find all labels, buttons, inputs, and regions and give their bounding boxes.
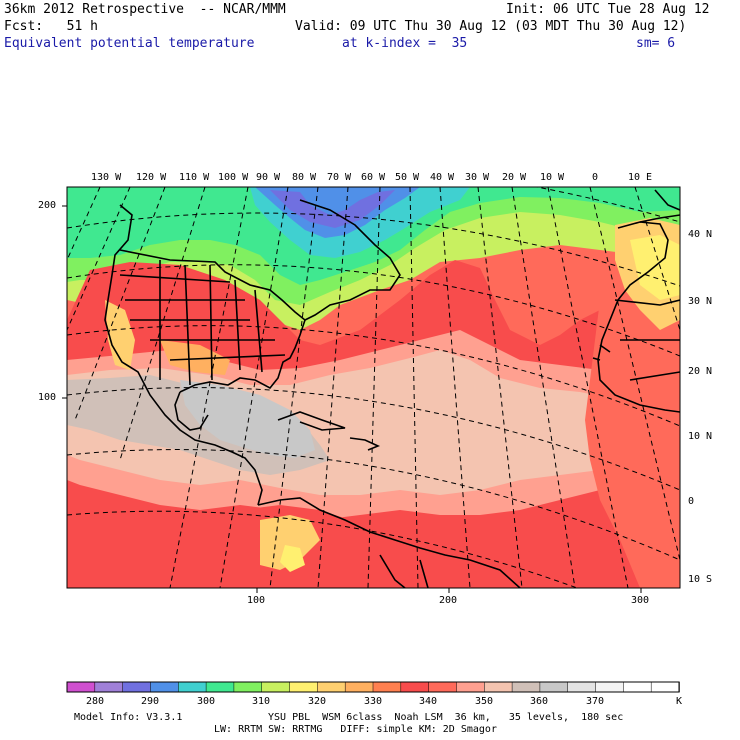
grid-label-bottom-200: 200	[439, 595, 458, 606]
colorbar-swatch	[178, 681, 207, 693]
smoothing-info: sm= 6	[636, 36, 676, 51]
lon-label-80w: 80 W	[292, 172, 317, 183]
field-name: Equivalent potential temperature	[4, 36, 255, 51]
colorbar-swatch	[261, 681, 291, 693]
colorbar-label-360: 360	[530, 696, 549, 707]
colorbar-swatch	[511, 681, 541, 693]
colorbar-swatch	[289, 681, 319, 693]
lon-label-30w: 30 W	[465, 172, 490, 183]
lon-label-20w: 20 W	[502, 172, 527, 183]
lat-lon-grid	[67, 187, 680, 588]
lon-label-50w: 50 W	[395, 172, 420, 183]
lon-label-10e: 10 E	[628, 172, 653, 183]
colorbar-swatch	[567, 681, 597, 693]
colorbar-swatch	[66, 681, 96, 693]
lon-label-100w: 100 W	[218, 172, 249, 183]
colorbar-swatch	[344, 681, 374, 693]
lon-label-0: 0	[592, 172, 599, 183]
colorbar-label-310: 310	[252, 696, 271, 707]
lat-label-10n: 10 N	[688, 431, 713, 442]
colorbar-swatch	[317, 681, 346, 693]
lon-label-90w: 90 W	[256, 172, 281, 183]
lon-label-120w: 120 W	[136, 172, 167, 183]
colorbar-swatch	[205, 681, 235, 693]
lat-label-40n: 40 N	[688, 229, 713, 240]
init-time: Init: 06 UTC Tue 28 Aug 12	[506, 2, 710, 17]
colorbar-swatch	[623, 681, 652, 693]
colorbar-swatch	[233, 681, 263, 693]
colorbar-frame	[66, 681, 680, 693]
theta-e-field	[67, 187, 680, 588]
lon-label-130w: 130 W	[91, 172, 122, 183]
lat-label-20n: 20 N	[688, 366, 713, 377]
forecast-hour: Fcst: 51 h	[4, 19, 98, 34]
lon-label-70w: 70 W	[327, 172, 352, 183]
coastlines	[104, 189, 680, 588]
physics-info: YSU PBL WSM 6class Noah LSM 36 km, 35 le…	[268, 712, 624, 723]
colorbar-label-370: 370	[586, 696, 605, 707]
lon-label-10w: 10 W	[540, 172, 565, 183]
colorbar-unit: K	[676, 696, 683, 707]
model-title: 36km 2012 Retrospective -- NCAR/MMM	[4, 2, 286, 17]
lat-label-10s: 10 S	[688, 574, 713, 585]
grid-label-bottom-300: 300	[631, 595, 650, 606]
grid-label-200: 200	[38, 200, 57, 211]
valid-time: Valid: 09 UTC Thu 30 Aug 12 (03 MDT Thu …	[295, 19, 687, 34]
colorbar-swatch	[595, 681, 625, 693]
colorbar-swatch	[484, 681, 513, 693]
diffusion-info: LW: RRTM SW: RRTMG DIFF: simple KM: 2D S…	[214, 724, 497, 735]
colorbar-swatch	[150, 681, 180, 693]
colorbar-swatch	[650, 681, 680, 693]
grid-ticks	[62, 205, 642, 593]
colorbar-label-330: 330	[364, 696, 383, 707]
colorbar-label-340: 340	[419, 696, 438, 707]
lon-label-40w: 40 W	[430, 172, 455, 183]
lon-label-60w: 60 W	[361, 172, 386, 183]
grid-label-100: 100	[38, 392, 57, 403]
model-info: Model Info: V3.3.1	[74, 712, 183, 723]
colorbar-swatch	[539, 681, 569, 693]
colorbar-label-280: 280	[86, 696, 105, 707]
colorbar-swatch	[122, 681, 152, 693]
colorbar-swatch	[456, 681, 486, 693]
map-frame	[66, 186, 681, 589]
colorbar-label-300: 300	[197, 696, 216, 707]
lon-label-110w: 110 W	[179, 172, 210, 183]
colorbar-swatch	[400, 681, 430, 693]
colorbar-swatch	[428, 681, 458, 693]
colorbar-swatch	[372, 681, 402, 693]
grid-label-bottom-100: 100	[247, 595, 266, 606]
lat-label-30n: 30 N	[688, 296, 713, 307]
colorbar-label-290: 290	[141, 696, 160, 707]
colorbar	[66, 681, 680, 693]
lat-label-0: 0	[688, 496, 695, 507]
level-info: at k-index = 35	[342, 36, 468, 51]
colorbar-label-350: 350	[475, 696, 494, 707]
colorbar-swatch	[94, 681, 124, 693]
colorbar-label-320: 320	[308, 696, 327, 707]
